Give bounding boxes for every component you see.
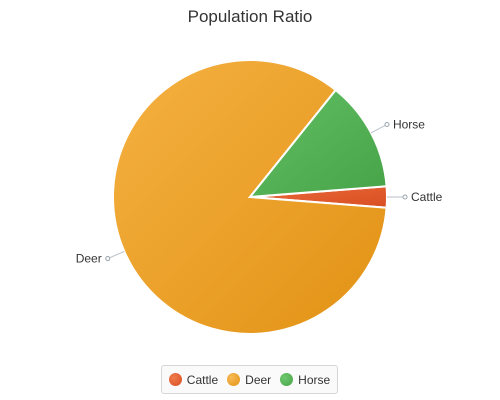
legend-marker-deer: [227, 373, 241, 386]
chart-legend: Cattle Deer Horse: [161, 365, 338, 394]
legend-label-horse: Horse: [298, 372, 331, 387]
slice-label-deer: Deer: [76, 252, 102, 266]
leader-dot-cattle: [402, 194, 408, 200]
legend-marker-cattle: [168, 373, 182, 386]
leader-line-horse: [370, 124, 388, 134]
legend-item-horse[interactable]: Horse: [280, 373, 330, 387]
legend-label-deer: Deer: [245, 372, 272, 387]
leader-line-deer: [107, 250, 125, 260]
slice-label-cattle: Cattle: [411, 190, 443, 204]
leader-dot-horse: [384, 121, 390, 127]
legend-label-cattle: Cattle: [186, 372, 219, 387]
leader-dot-deer: [105, 256, 111, 262]
legend-item-cattle[interactable]: Cattle: [168, 372, 219, 387]
legend-item-deer[interactable]: Deer: [227, 373, 271, 387]
slice-label-horse: Horse: [393, 117, 425, 131]
chart-title: Population Ratio: [187, 7, 313, 26]
legend-marker-horse: [280, 373, 294, 386]
